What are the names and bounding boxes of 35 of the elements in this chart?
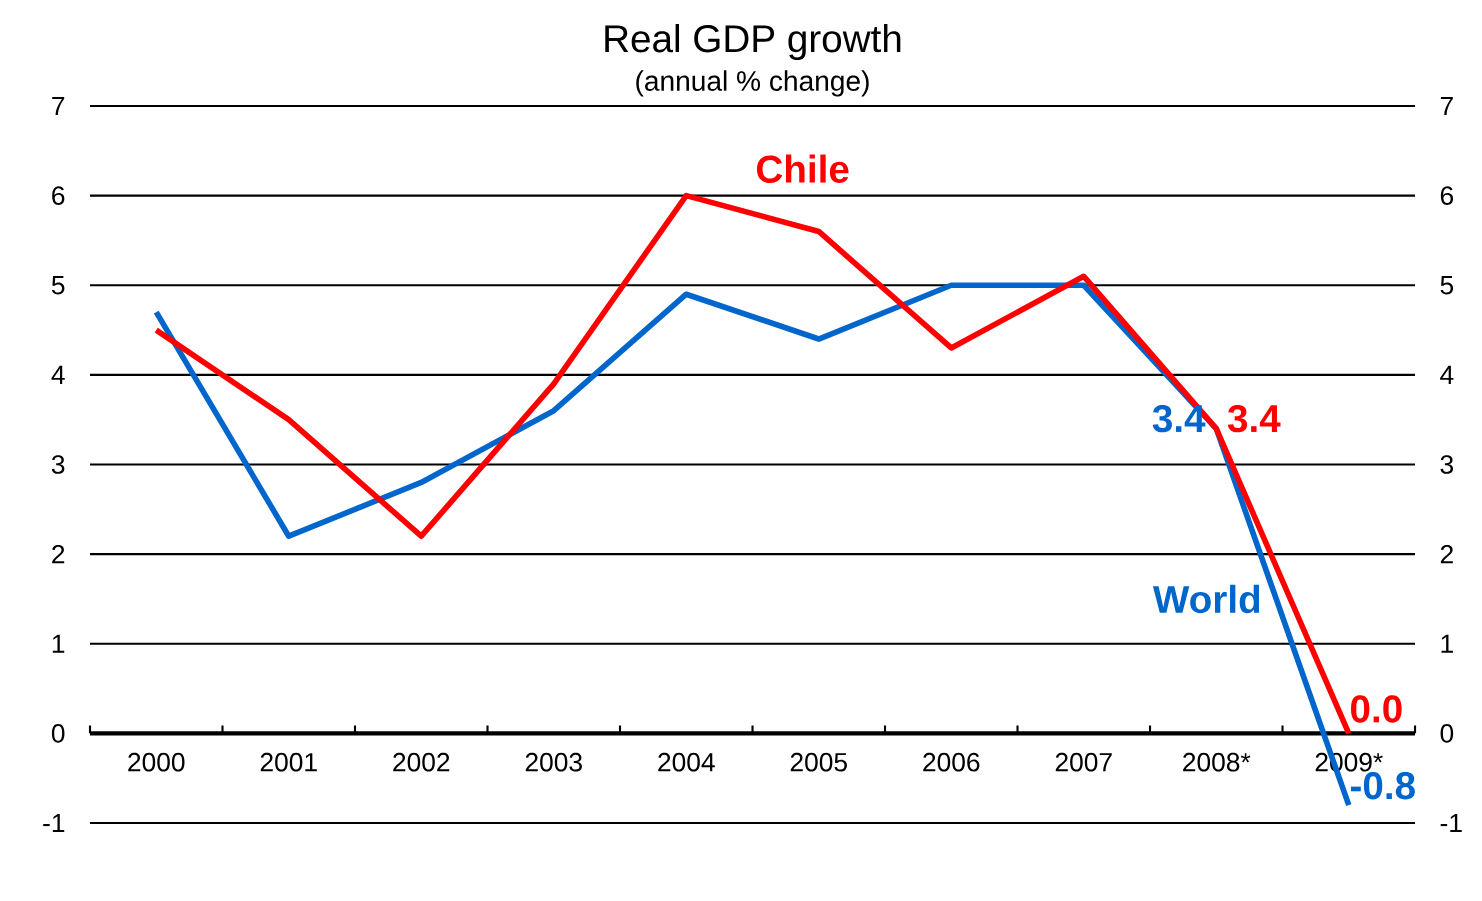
y2-tick-label: 4 [1440, 365, 1454, 384]
y2-tick-label: 6 [1440, 186, 1454, 205]
y-tick-label: 6 [52, 186, 65, 205]
y-tick-label: 7 [52, 96, 65, 116]
data-label: -0.8 [1350, 772, 1415, 800]
data-label: 3.4 [1227, 404, 1281, 433]
x-tick-label: 2002 [393, 752, 450, 772]
x-tick-label: 2007 [1055, 752, 1112, 772]
x-tick-label: 2008* [1183, 752, 1251, 772]
x-tick-label: 2006 [923, 752, 980, 772]
y2-tick-label: -1 [1440, 813, 1462, 833]
y-tick-label: 3 [51, 455, 65, 474]
series-label: Chile [756, 154, 849, 183]
y-tick-label: 1 [52, 634, 65, 653]
x-tick-label: 2003 [525, 752, 582, 772]
y-tick-label: 2 [52, 544, 65, 564]
chart-title: Real GDP growth [605, 24, 901, 61]
series-label: World [1152, 584, 1260, 614]
y-tick-label: 5 [51, 276, 65, 295]
y2-tick-label: 1 [1441, 634, 1453, 653]
x-tick-label: 2001 [260, 752, 317, 772]
chart-subtitle: (annual % change) [636, 70, 869, 97]
y2-tick-label: 2 [1440, 544, 1453, 564]
y-tick-label: -1 [43, 813, 65, 833]
y-tick-label: 4 [51, 365, 65, 384]
x-tick-label: 2005 [790, 752, 847, 772]
y2-tick-label: 7 [1440, 96, 1453, 116]
x-tick-label: 2004 [658, 752, 715, 772]
data-label: 0.0 [1351, 695, 1402, 723]
y-tick-label: 0 [51, 724, 65, 743]
y2-tick-label: 3 [1440, 455, 1454, 474]
x-tick-label: 2000 [128, 752, 185, 772]
y2-tick-label: 0 [1440, 724, 1454, 743]
y2-tick-label: 5 [1440, 276, 1454, 295]
data-label: 3.4 [1152, 404, 1206, 433]
